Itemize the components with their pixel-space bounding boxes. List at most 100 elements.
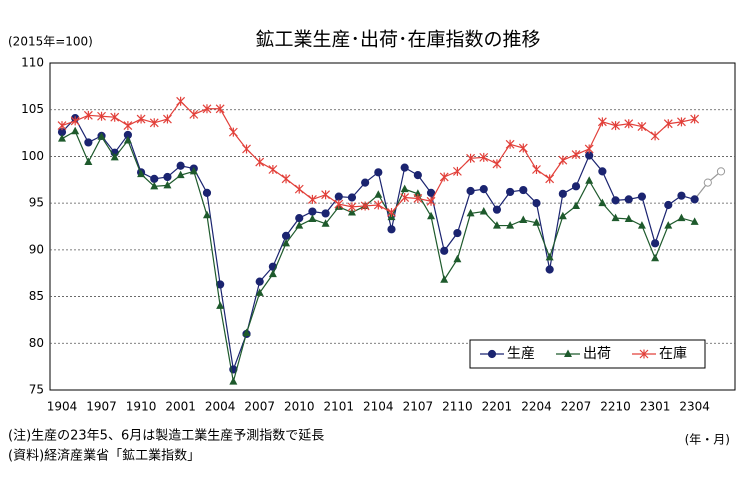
legend-box xyxy=(469,339,706,369)
point xyxy=(57,121,67,131)
point xyxy=(624,214,633,223)
point xyxy=(387,207,396,217)
legend-label: 生産 xyxy=(507,346,535,362)
point xyxy=(361,178,370,187)
x-tick-label: 2207 xyxy=(561,400,592,414)
point xyxy=(690,114,700,124)
x-tick-label: 2007 xyxy=(244,400,275,414)
x-tick-label: 2010 xyxy=(284,400,315,414)
x-axis-label: (年・月) xyxy=(685,433,730,447)
point xyxy=(466,208,475,217)
point xyxy=(334,192,343,201)
point xyxy=(321,219,330,227)
point xyxy=(334,199,344,209)
x-tick-label: 2110 xyxy=(442,400,473,414)
point xyxy=(611,196,620,205)
point xyxy=(413,193,423,203)
point xyxy=(690,195,699,204)
note: (注)生産の23年5、6月は製造工業生産予測指数で延長 xyxy=(8,428,324,444)
point xyxy=(664,221,673,229)
y-tick-label: 85 xyxy=(29,289,44,303)
point xyxy=(716,167,726,176)
x-tick-label: 2101 xyxy=(324,400,355,414)
point xyxy=(373,200,383,210)
point xyxy=(84,157,93,166)
point xyxy=(413,189,422,197)
y-tick-label: 100 xyxy=(21,149,44,163)
point xyxy=(229,377,238,385)
point xyxy=(651,253,660,262)
point xyxy=(439,172,449,182)
point xyxy=(255,157,265,167)
point xyxy=(466,153,476,163)
point xyxy=(492,205,502,214)
point xyxy=(532,199,541,208)
x-tick-label: 2301 xyxy=(640,400,671,414)
point xyxy=(123,136,132,144)
point xyxy=(637,221,646,229)
point xyxy=(268,165,278,175)
point xyxy=(308,207,317,216)
point xyxy=(611,121,620,131)
point xyxy=(492,159,502,169)
x-tick-label: 2201 xyxy=(482,400,513,414)
point xyxy=(189,166,198,175)
point xyxy=(492,221,501,229)
point xyxy=(584,144,594,154)
x-tick-label: 1910 xyxy=(126,400,157,414)
point xyxy=(216,301,225,309)
point xyxy=(97,132,106,140)
point xyxy=(83,110,93,120)
point xyxy=(295,221,304,229)
point xyxy=(215,104,225,114)
point xyxy=(163,114,172,124)
point xyxy=(440,275,449,283)
point xyxy=(453,254,462,263)
point xyxy=(347,207,356,216)
y-axis-label: (2015年=100) xyxy=(8,35,93,49)
source: (資料)経済産業省「鉱工業指数」 xyxy=(8,448,200,464)
point xyxy=(572,201,581,209)
point xyxy=(519,215,528,223)
point xyxy=(677,117,686,127)
chart-title: 鉱工業生産･出荷･在庫指数の推移 xyxy=(255,29,540,51)
y-tick-label: 95 xyxy=(29,196,44,210)
x-tick-label: 1904 xyxy=(47,400,78,414)
point xyxy=(71,126,80,135)
legend-label: 出荷 xyxy=(583,346,611,362)
x-tick-label: 2104 xyxy=(363,400,394,414)
x-tick-label: 2107 xyxy=(403,400,434,414)
point xyxy=(400,184,409,193)
point xyxy=(413,171,422,180)
series-line xyxy=(61,117,695,372)
x-tick-label: 2004 xyxy=(205,400,236,414)
legend-marker xyxy=(639,349,649,359)
point xyxy=(176,170,185,179)
point xyxy=(571,182,581,191)
point xyxy=(136,114,146,124)
point xyxy=(664,200,673,210)
point xyxy=(637,192,647,201)
point xyxy=(545,252,554,261)
point xyxy=(650,131,660,141)
point xyxy=(321,190,331,200)
point xyxy=(532,165,541,175)
point xyxy=(598,167,607,176)
plot-frame xyxy=(49,62,736,391)
y-tick-label: 110 xyxy=(21,56,44,70)
point xyxy=(545,174,555,184)
point xyxy=(268,269,277,278)
point xyxy=(374,190,383,198)
point xyxy=(163,180,172,189)
y-tick-label: 90 xyxy=(29,242,44,256)
point xyxy=(360,201,370,211)
point xyxy=(242,328,251,337)
point xyxy=(307,194,317,204)
point xyxy=(242,144,251,154)
point xyxy=(624,195,633,204)
point xyxy=(374,168,383,177)
point xyxy=(479,207,488,215)
point xyxy=(84,138,93,147)
y-tick-label: 105 xyxy=(21,102,44,116)
